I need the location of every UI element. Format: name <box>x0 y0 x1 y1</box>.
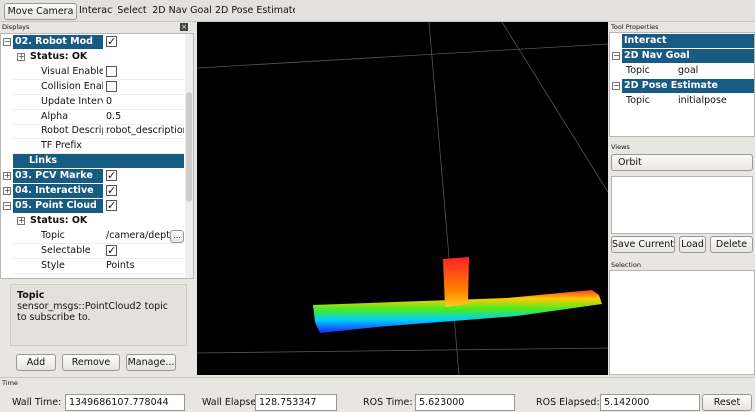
expander[interactable]: − <box>612 82 620 90</box>
help-box: Topic sensor_msgs::PointCloud2 topic to … <box>10 284 187 346</box>
expander[interactable]: − <box>3 202 11 210</box>
panel-title: Time <box>2 379 18 387</box>
property-value: initialpose <box>678 94 754 108</box>
tool-name: Interact <box>622 34 754 48</box>
property-name: Topic <box>626 94 676 108</box>
property-value: robot_description <box>106 124 184 138</box>
panel-title: Tool Properties <box>611 23 659 31</box>
property-name: TF Prefix <box>41 139 103 153</box>
close-button[interactable]: × <box>180 23 188 31</box>
time-value: 5.623000 <box>415 394 515 411</box>
render-view <box>197 22 608 375</box>
3d-viewport[interactable] <box>197 22 608 375</box>
time-label: ROS Elapsed: <box>536 394 600 411</box>
property-name: Topic <box>626 64 676 78</box>
time-value: 5.142000 <box>600 394 700 411</box>
display-name: 04. Interactive <box>13 184 103 198</box>
expander[interactable]: + <box>3 172 11 180</box>
status-label: Status: OK <box>30 214 103 228</box>
checkbox[interactable]: ✓ <box>106 36 117 47</box>
selection-panel: Selection <box>609 260 755 376</box>
checkbox[interactable] <box>106 81 117 92</box>
view-button[interactable]: Save Current <box>611 236 675 253</box>
property-value: 0 <box>106 95 184 109</box>
property-name: Visual Enable <box>41 65 103 79</box>
tool-button[interactable]: Select <box>115 3 149 20</box>
property-value: Points <box>106 259 184 273</box>
checkbox[interactable]: ✓ <box>106 170 117 181</box>
help-text: sensor_msgs::PointCloud2 topic to subscr… <box>17 301 180 323</box>
property-value: /camera/depth <box>106 229 170 243</box>
browse-button[interactable]: ... <box>170 230 184 243</box>
property-name: Style <box>41 259 103 273</box>
reset-button[interactable]: Reset <box>702 394 752 411</box>
property-value: goal <box>678 64 754 78</box>
expander[interactable]: + <box>3 187 11 195</box>
panel-title: Selection <box>611 261 641 269</box>
scroll-thumb[interactable] <box>186 92 192 202</box>
tool-button[interactable]: Interact <box>79 3 113 20</box>
point-cloud-object <box>443 257 469 307</box>
time-label: ROS Time: <box>363 394 413 411</box>
property-name: Alpha <box>41 110 103 124</box>
tool-button[interactable]: Move Camera <box>4 3 77 20</box>
panel-title: Displays <box>2 23 29 31</box>
time-label: Wall Time: <box>12 394 61 411</box>
expander[interactable]: − <box>3 38 11 46</box>
property-name: Robot Descrip <box>41 124 103 138</box>
views-list <box>611 176 753 234</box>
expander[interactable]: + <box>17 217 25 225</box>
panel-button[interactable]: Remove <box>62 354 120 371</box>
property-name: Update Interv <box>41 95 103 109</box>
tool-button[interactable]: 2D Nav Goal <box>151 3 213 20</box>
view-button[interactable]: Delete <box>710 236 753 253</box>
scrollbar[interactable] <box>185 34 193 278</box>
checkbox[interactable] <box>106 66 117 77</box>
view-type-dropdown[interactable]: Orbit <box>611 154 753 171</box>
panel-button[interactable]: Manage... <box>126 354 176 371</box>
property-name: Topic <box>41 229 103 243</box>
property-value: 0.5 <box>106 110 184 124</box>
help-title: Topic <box>17 290 180 301</box>
display-name: 02. Robot Mod <box>13 35 103 49</box>
expander[interactable]: − <box>612 52 620 60</box>
view-button[interactable]: Load <box>679 236 706 253</box>
display-name: 05. Point Cloud <box>13 199 103 213</box>
panel-title: Views <box>611 143 630 151</box>
time-value: 1349686107.778044 <box>65 394 185 411</box>
time-value: 128.753347 <box>255 394 337 411</box>
status-label: Status: OK <box>30 50 103 64</box>
row-divider <box>13 273 184 274</box>
tool-name: 2D Pose Estimate <box>622 79 754 93</box>
expander[interactable]: + <box>17 53 25 61</box>
property-name: Collision Enab <box>41 80 103 94</box>
panel-button[interactable]: Add <box>16 354 56 371</box>
checkbox[interactable]: ✓ <box>106 185 117 196</box>
selection-tree <box>609 270 755 375</box>
tool-button[interactable]: 2D Pose Estimate <box>215 3 295 20</box>
display-name: Links <box>13 154 184 168</box>
display-name: 03. PCV Marke <box>13 169 103 183</box>
checkbox[interactable]: ✓ <box>106 200 117 211</box>
rviz-window: Move CameraInteractSelect2D Nav Goal2D P… <box>0 0 755 412</box>
checkbox[interactable]: ✓ <box>106 245 117 256</box>
property-name: Selectable <box>41 244 103 258</box>
view-type: Orbit <box>615 157 642 168</box>
tool-name: 2D Nav Goal <box>622 49 754 63</box>
